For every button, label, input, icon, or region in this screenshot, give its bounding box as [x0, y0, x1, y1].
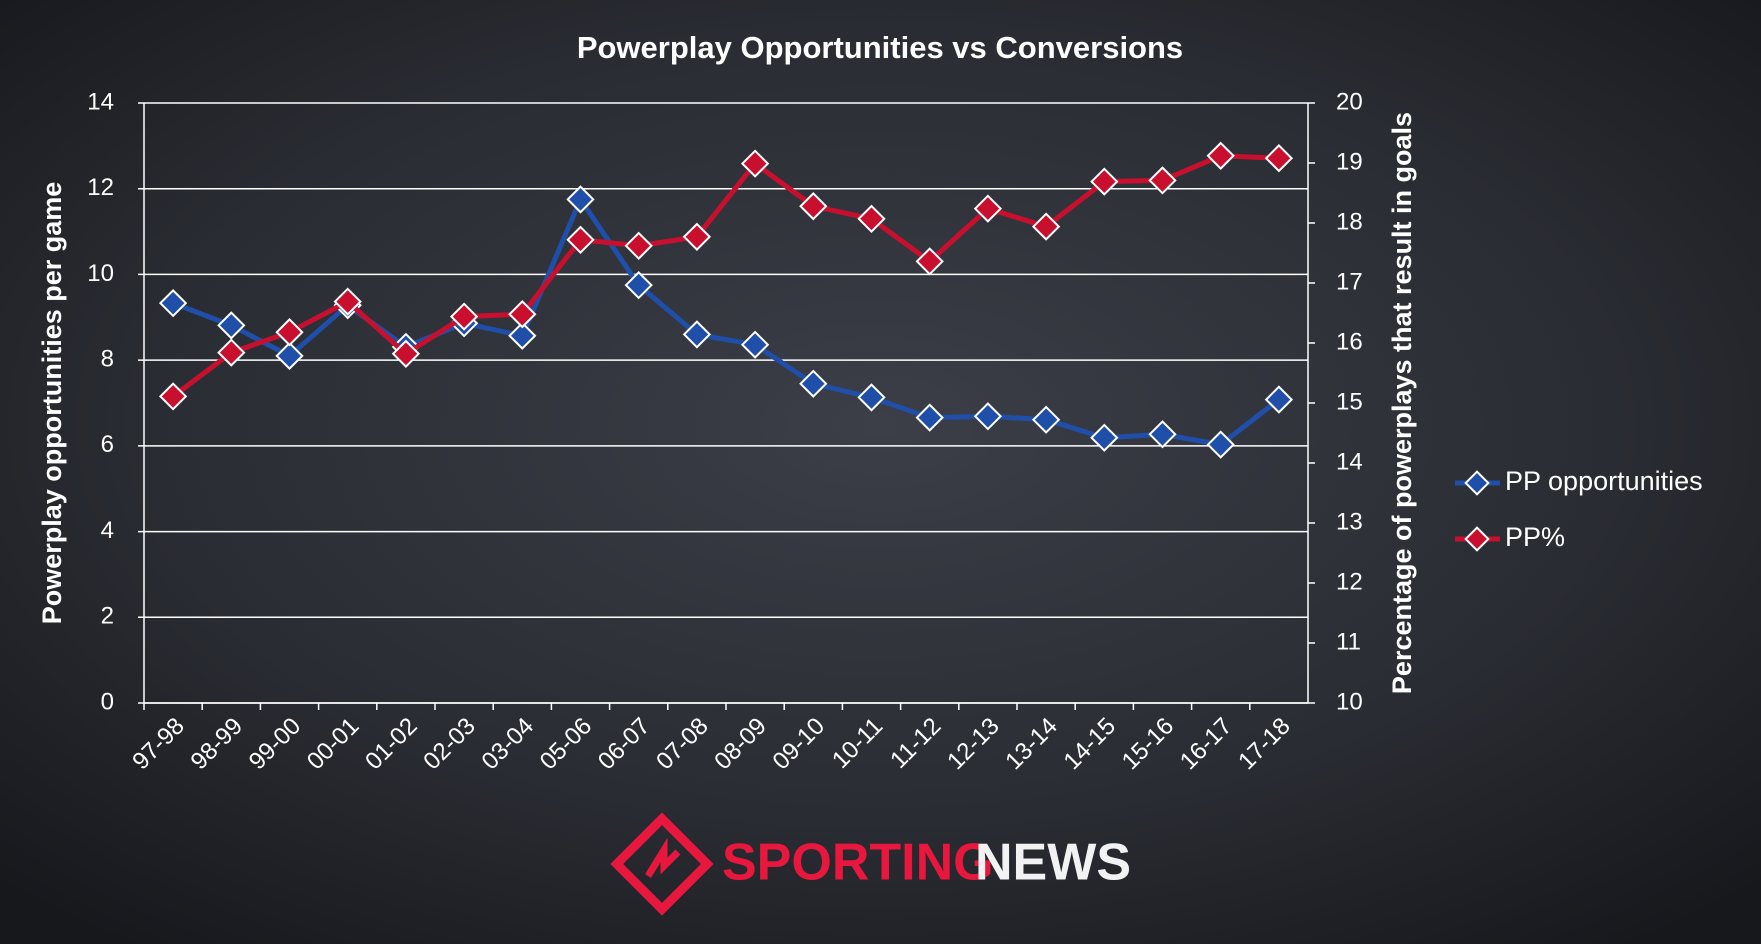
- data-point: [740, 149, 770, 178]
- y-tick-label: 10: [87, 260, 114, 287]
- brand-second: NEWS: [975, 834, 1131, 892]
- y2-tick-label: 19: [1336, 148, 1363, 175]
- series-line: [171, 153, 1280, 399]
- y-tick-label: 12: [87, 174, 114, 201]
- data-point: [1148, 420, 1177, 449]
- y2-tick-label: 12: [1336, 568, 1363, 595]
- data-point: [566, 225, 595, 254]
- data-point: [915, 247, 944, 276]
- data-point: [915, 403, 944, 432]
- data-point: [857, 383, 886, 412]
- data-point: [275, 318, 304, 347]
- data-point: [857, 204, 886, 233]
- data-point: [1090, 167, 1119, 196]
- data-point: [973, 402, 1003, 431]
- data-point: [1206, 430, 1235, 459]
- data-point: [158, 289, 188, 318]
- y-tick-label: 4: [101, 517, 114, 544]
- legend-marker: [1464, 470, 1490, 496]
- data-point: [1206, 141, 1235, 170]
- y2-tick-label: 18: [1336, 208, 1363, 235]
- y-tick-label: 8: [101, 345, 114, 372]
- data-point: [566, 185, 595, 214]
- y-tick-label: 14: [87, 88, 114, 115]
- data-point: [1031, 405, 1061, 434]
- y2-tick-label: 17: [1336, 268, 1363, 295]
- brand-logo: [610, 812, 714, 916]
- y2-tick-label: 16: [1336, 328, 1363, 355]
- brand-first: SPORTING: [722, 834, 994, 892]
- data-point: [391, 339, 421, 368]
- data-point: [740, 330, 770, 359]
- data-point: [682, 320, 712, 349]
- data-point: [1031, 212, 1061, 241]
- y2-tick-label: 10: [1336, 688, 1363, 715]
- y-tick-label: 2: [101, 603, 114, 630]
- y2-tick-label: 15: [1336, 388, 1363, 415]
- data-point: [217, 338, 246, 367]
- data-point: [333, 287, 362, 316]
- y2-axis-label: Percentage of powerplays that result in …: [1387, 112, 1417, 694]
- data-point: [624, 231, 653, 260]
- data-point: [1264, 385, 1294, 414]
- y2-tick-label: 14: [1336, 448, 1363, 475]
- legend-label: PP%: [1505, 522, 1565, 552]
- data-point: [449, 302, 479, 331]
- data-point: [158, 382, 188, 411]
- legend-marker: [1464, 526, 1490, 552]
- data-point: [799, 369, 828, 398]
- data-point: [624, 271, 653, 300]
- y-axis-label: Powerplay opportunities per game: [37, 182, 67, 625]
- y2-tick-label: 11: [1336, 628, 1361, 655]
- data-point: [1264, 144, 1294, 173]
- data-point: [275, 341, 304, 370]
- legend-label: PP opportunities: [1505, 466, 1703, 496]
- y2-tick-label: 20: [1336, 88, 1363, 115]
- data-point: [508, 300, 537, 329]
- y-tick-label: 6: [101, 431, 114, 458]
- data-point: [682, 222, 712, 251]
- data-point: [508, 321, 537, 350]
- data-point: [217, 311, 246, 340]
- chart-title: Powerplay Opportunities vs Conversions: [577, 30, 1183, 65]
- y-tick-label: 0: [101, 688, 114, 715]
- y2-tick-label: 13: [1336, 508, 1363, 535]
- data-point: [1090, 423, 1119, 452]
- data-point: [1148, 166, 1177, 195]
- data-point: [799, 192, 828, 221]
- data-point: [973, 194, 1003, 223]
